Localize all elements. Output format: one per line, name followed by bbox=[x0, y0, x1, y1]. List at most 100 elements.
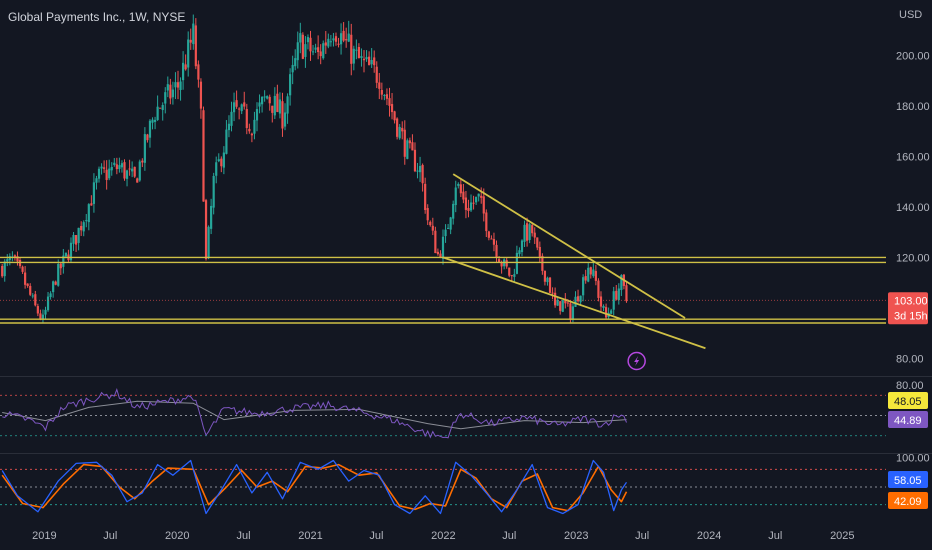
candle-body bbox=[120, 163, 124, 168]
candle-body bbox=[156, 106, 159, 121]
candle-body bbox=[176, 82, 180, 88]
stoch-d-line bbox=[1, 463, 628, 512]
candle-body bbox=[449, 217, 452, 230]
candle-body bbox=[408, 140, 411, 144]
candle-body bbox=[301, 34, 304, 59]
candle-body bbox=[85, 220, 88, 222]
candle-body bbox=[230, 111, 233, 126]
candle-body bbox=[199, 81, 203, 109]
candle-body bbox=[6, 259, 9, 262]
candle-body bbox=[599, 296, 603, 307]
candle-body bbox=[123, 162, 126, 179]
candle-body bbox=[436, 251, 440, 255]
candle-body bbox=[508, 267, 511, 276]
candle-body bbox=[276, 93, 279, 112]
candle-body bbox=[204, 200, 208, 259]
candle-body bbox=[210, 205, 213, 229]
candle-body bbox=[385, 94, 389, 99]
candle-body bbox=[235, 100, 238, 107]
rsi-value-badge bbox=[888, 411, 928, 428]
candle-body bbox=[87, 204, 90, 223]
candle-body bbox=[141, 160, 144, 163]
candle-body bbox=[398, 126, 401, 139]
stoch-k-line bbox=[1, 459, 628, 515]
candle-body bbox=[273, 95, 276, 116]
candle-body bbox=[375, 66, 378, 83]
candle-body bbox=[151, 119, 154, 123]
stoch-value: 42.09 bbox=[894, 496, 922, 508]
candle-body bbox=[115, 164, 118, 170]
candle-body bbox=[327, 38, 330, 47]
candle-body bbox=[136, 178, 139, 183]
trendline bbox=[442, 256, 706, 350]
candle-body bbox=[370, 60, 373, 65]
currency-label[interactable]: USD bbox=[899, 9, 923, 21]
candle-body bbox=[505, 260, 508, 267]
candle-body bbox=[189, 39, 192, 43]
candle-body bbox=[362, 58, 366, 61]
candle-body bbox=[319, 51, 322, 57]
candle-body bbox=[283, 112, 287, 127]
candle-body bbox=[615, 290, 618, 300]
candle-body bbox=[212, 175, 215, 208]
stoch-value-badge bbox=[888, 471, 928, 488]
candle-body bbox=[373, 57, 376, 66]
candle-body bbox=[286, 96, 289, 114]
candle-body bbox=[322, 43, 325, 59]
candle-body bbox=[625, 285, 628, 302]
candle-body bbox=[166, 84, 169, 91]
candle-body bbox=[520, 240, 524, 253]
candle-body bbox=[16, 256, 19, 262]
candle-body bbox=[564, 298, 567, 304]
candle-body bbox=[3, 261, 6, 277]
y-tick-label: 180.00 bbox=[896, 101, 930, 113]
candle-body bbox=[41, 314, 45, 319]
rsi-value: 48.05 bbox=[894, 396, 922, 408]
candle-body bbox=[245, 109, 248, 129]
candle-body bbox=[584, 276, 587, 281]
candle-body bbox=[187, 39, 190, 68]
candle-body bbox=[181, 62, 185, 81]
candle-body bbox=[324, 42, 327, 46]
candle-body bbox=[556, 299, 559, 306]
candle-body bbox=[388, 98, 391, 106]
candle-body bbox=[515, 252, 518, 274]
x-tick-label: 2021 bbox=[298, 530, 322, 542]
candle-body bbox=[24, 272, 27, 285]
candle-body bbox=[426, 208, 429, 221]
candle-body bbox=[118, 165, 121, 170]
candle-body bbox=[194, 25, 197, 67]
x-tick-label: 2024 bbox=[697, 530, 721, 542]
candle-body bbox=[215, 162, 218, 176]
lightning-icon[interactable] bbox=[627, 351, 646, 371]
candle-body bbox=[217, 159, 220, 162]
candle-body bbox=[125, 170, 129, 179]
candle-body bbox=[100, 166, 103, 169]
candle-body bbox=[304, 44, 307, 57]
candle-body bbox=[365, 57, 368, 60]
candle-body bbox=[169, 84, 172, 99]
candle-body bbox=[536, 237, 539, 248]
candle-body bbox=[80, 225, 83, 231]
candle-body bbox=[383, 94, 386, 96]
candle-body bbox=[222, 152, 225, 168]
candle-body bbox=[227, 123, 231, 131]
candle-body bbox=[345, 39, 348, 41]
y-tick-label: 80.00 bbox=[896, 353, 924, 365]
candle-body bbox=[138, 161, 141, 181]
candle-body bbox=[311, 51, 315, 53]
candle-body bbox=[8, 256, 11, 261]
candle-body bbox=[597, 280, 600, 298]
candle-body bbox=[220, 158, 223, 167]
candle-body bbox=[604, 307, 608, 318]
candle-body bbox=[350, 34, 353, 64]
candle-body bbox=[378, 82, 381, 89]
candle-body bbox=[612, 291, 615, 310]
candle-body bbox=[248, 128, 251, 132]
candle-body bbox=[296, 42, 299, 61]
candle-body bbox=[566, 302, 569, 304]
last-price-badge bbox=[888, 292, 928, 325]
candle-body bbox=[26, 283, 29, 286]
last-price-value: 103.00 bbox=[894, 295, 928, 307]
